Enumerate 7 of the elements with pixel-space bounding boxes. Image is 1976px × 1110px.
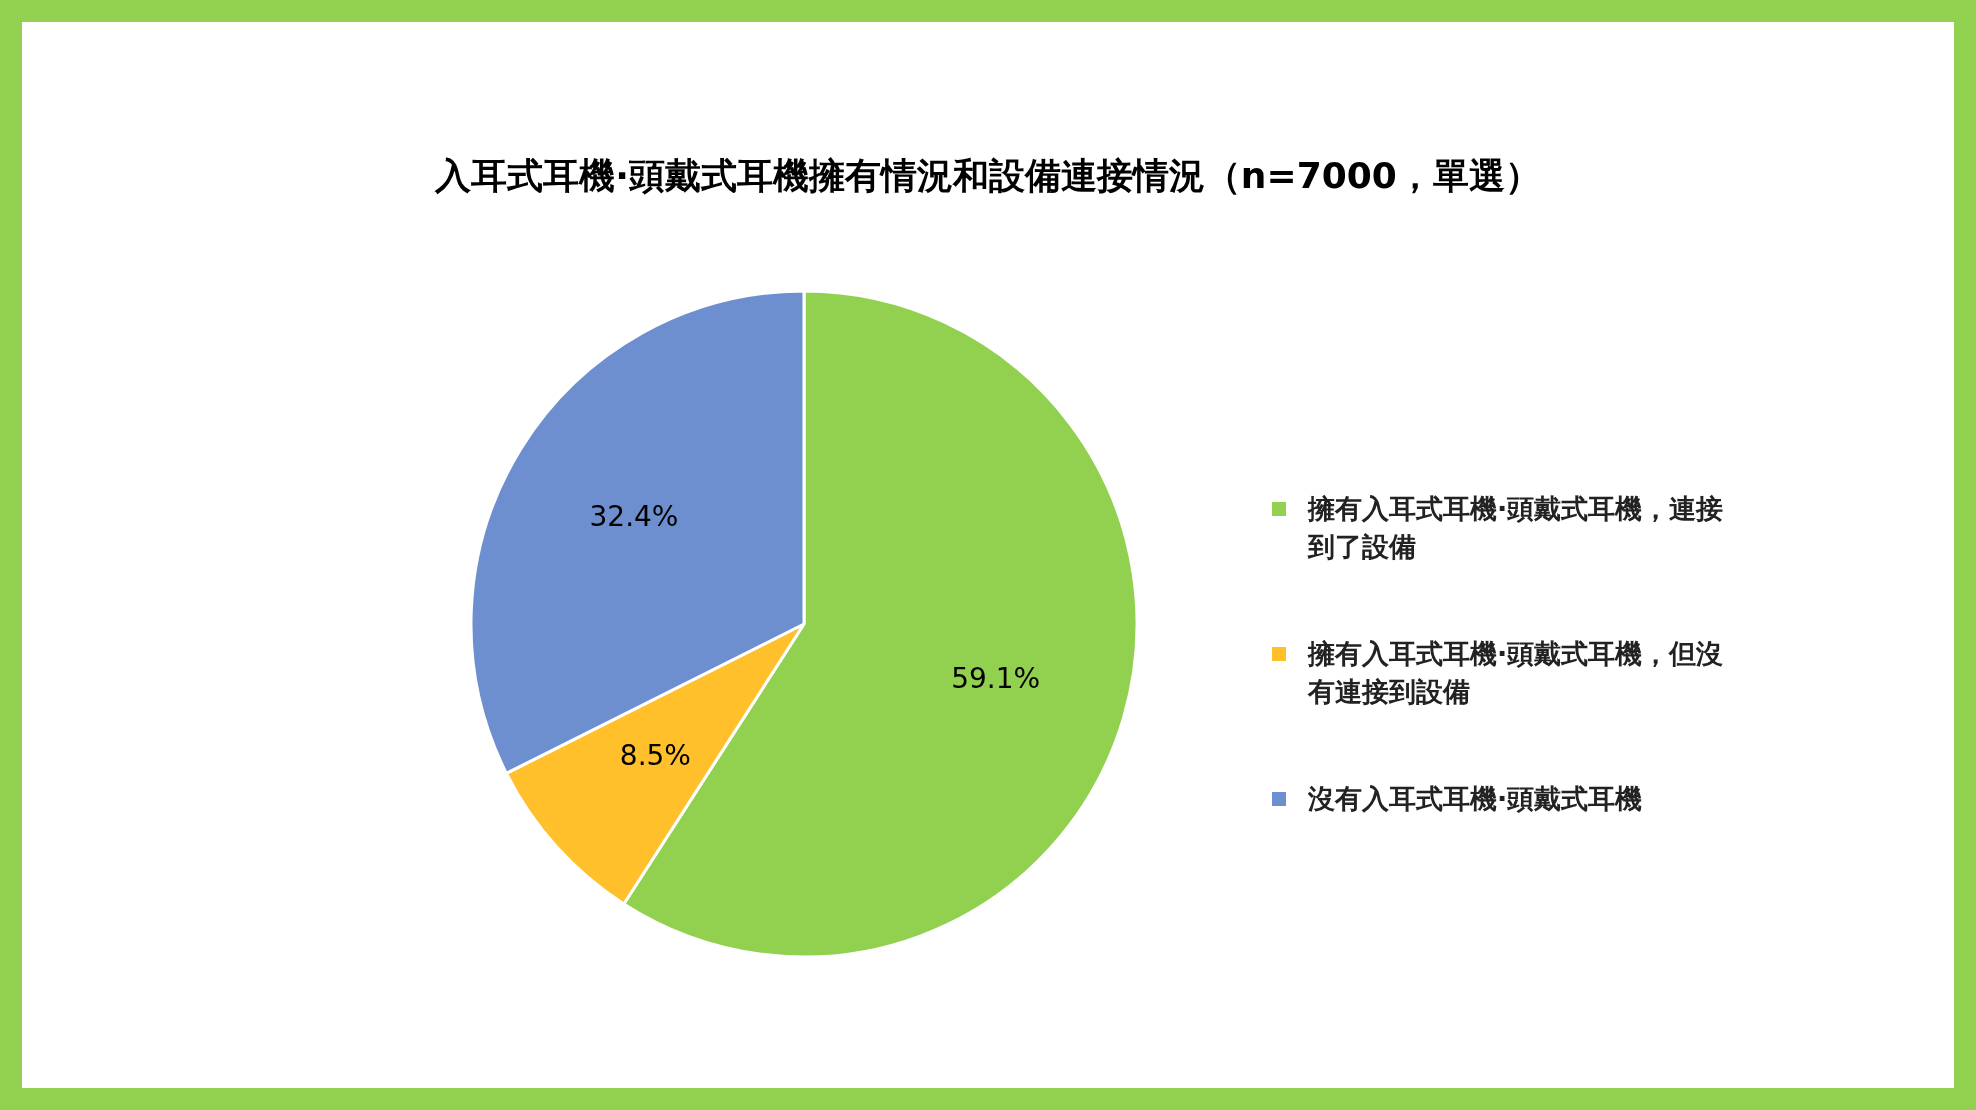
chart-title: 入耳式耳機·頭戴式耳機擁有情況和設備連接情況（n=7000，單選） — [433, 154, 1542, 198]
data-label: 8.5% — [619, 738, 691, 772]
legend-label: 擁有入耳式耳機·頭戴式耳機，連接到了設備 — [1308, 492, 1725, 564]
legend-label: 沒有入耳式耳機·頭戴式耳機 — [1308, 782, 1644, 816]
legend-label: 擁有入耳式耳機·頭戴式耳機，但沒有連接到設備 — [1308, 637, 1725, 709]
data-label: 32.4% — [589, 500, 679, 534]
data-label: 59.1% — [951, 661, 1041, 695]
